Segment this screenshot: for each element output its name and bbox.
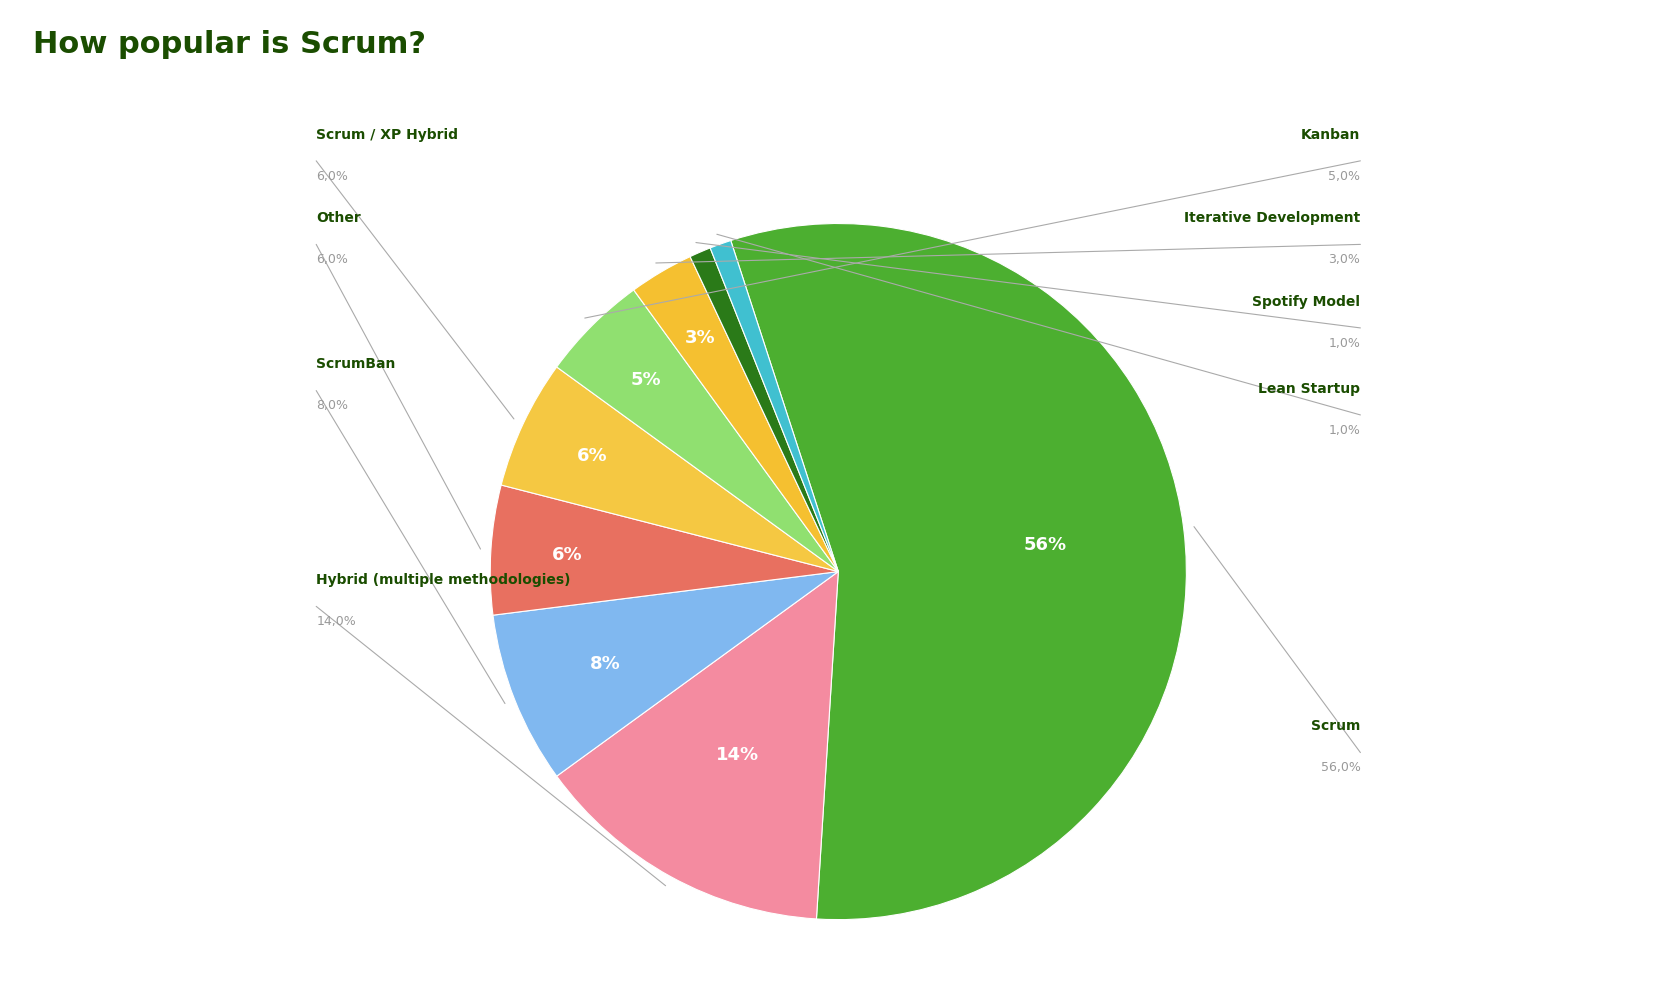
- Text: Scrum: Scrum: [1311, 720, 1361, 734]
- Text: 1,0%: 1,0%: [1328, 423, 1361, 436]
- Text: Lean Startup: Lean Startup: [1258, 382, 1361, 396]
- Text: 8%: 8%: [589, 655, 621, 673]
- Text: 14%: 14%: [715, 746, 759, 763]
- Text: How popular is Scrum?: How popular is Scrum?: [33, 30, 427, 59]
- Text: 5%: 5%: [631, 371, 662, 389]
- Wedge shape: [710, 241, 838, 572]
- Text: Kanban: Kanban: [1301, 127, 1361, 142]
- Text: Spotify Model: Spotify Model: [1252, 295, 1361, 309]
- Text: 6%: 6%: [553, 546, 583, 564]
- Text: 6,0%: 6,0%: [315, 253, 349, 266]
- Text: 1,0%: 1,0%: [1328, 337, 1361, 350]
- Wedge shape: [634, 256, 838, 572]
- Wedge shape: [490, 485, 838, 615]
- Text: 56,0%: 56,0%: [1320, 761, 1361, 774]
- Text: 5,0%: 5,0%: [1328, 170, 1361, 183]
- Wedge shape: [493, 572, 838, 776]
- Text: 6%: 6%: [578, 447, 608, 465]
- Wedge shape: [501, 367, 838, 572]
- Text: 8,0%: 8,0%: [315, 400, 349, 413]
- Text: Iterative Development: Iterative Development: [1184, 212, 1361, 226]
- Text: 14,0%: 14,0%: [315, 615, 355, 628]
- Text: ScrumBan: ScrumBan: [315, 358, 395, 372]
- Text: 6,0%: 6,0%: [315, 170, 349, 183]
- Text: 3%: 3%: [686, 329, 715, 347]
- Wedge shape: [730, 224, 1187, 919]
- Wedge shape: [691, 248, 838, 572]
- Text: Hybrid (multiple methodologies): Hybrid (multiple methodologies): [315, 574, 571, 587]
- Text: 56%: 56%: [1024, 537, 1067, 555]
- Text: 3,0%: 3,0%: [1328, 253, 1361, 266]
- Wedge shape: [556, 290, 838, 572]
- Wedge shape: [556, 572, 838, 918]
- Text: Other: Other: [315, 212, 360, 226]
- Text: Scrum / XP Hybrid: Scrum / XP Hybrid: [315, 127, 458, 142]
